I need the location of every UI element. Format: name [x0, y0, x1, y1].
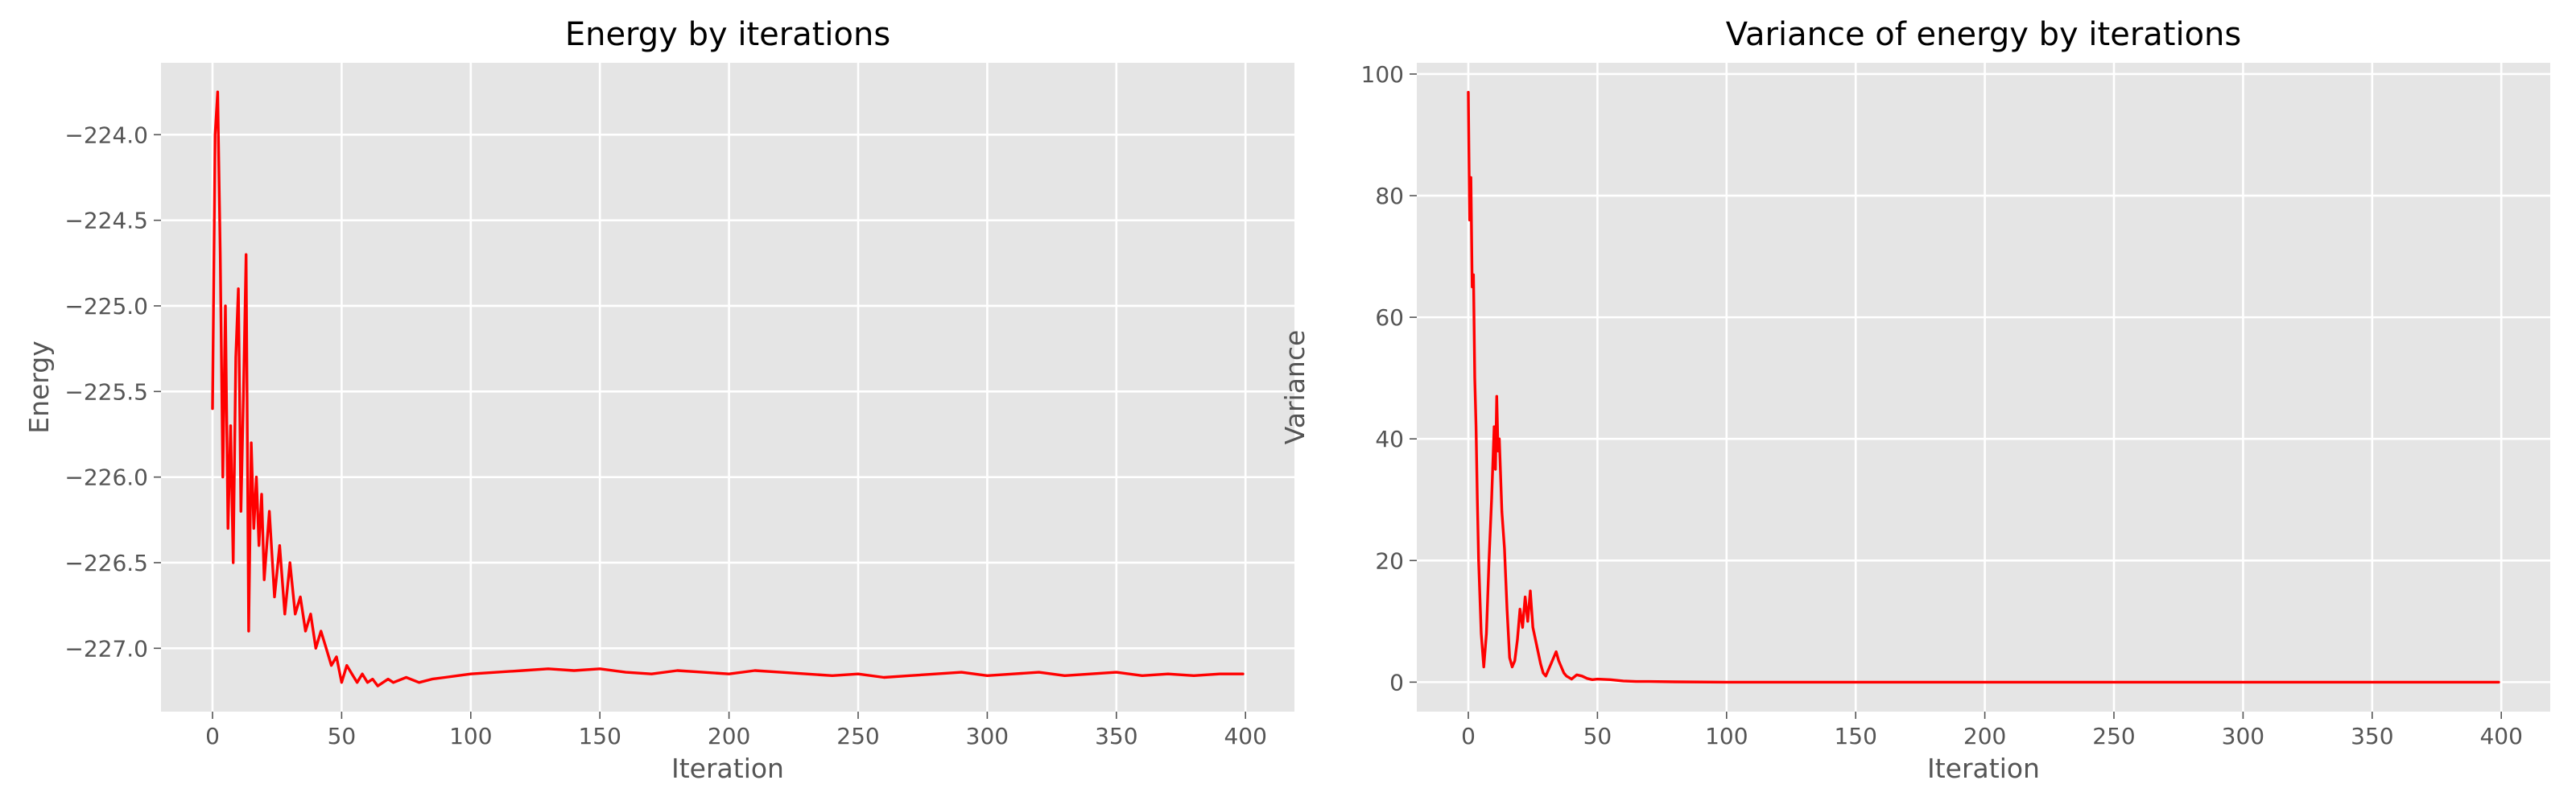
variance-chart: 0 50 100 150 200 250 300 350 400 0 20 40 60 80 100 Vari… — [1279, 16, 2550, 784]
energy-y-tick-label: −226.5 — [64, 550, 148, 576]
variance-x-tick-label: 200 — [1963, 723, 2006, 749]
energy-chart-title: Energy by iterations — [565, 16, 890, 53]
variance-x-tick-label: 100 — [1705, 723, 1748, 749]
energy-x-tick-label: 100 — [449, 723, 492, 749]
variance-y-tick-label: 80 — [1375, 183, 1404, 209]
variance-x-tick-label: 250 — [2092, 723, 2135, 749]
energy-y-tick-label: −226.0 — [64, 464, 148, 491]
energy-y-tick-label: −224.5 — [64, 208, 148, 234]
energy-y-axis-label: Energy — [23, 341, 55, 434]
variance-y-tick-label: 40 — [1375, 426, 1404, 452]
energy-x-tick-label: 250 — [836, 723, 879, 749]
energy-x-tick-label: 0 — [205, 723, 220, 749]
energy-x-tick-label: 150 — [578, 723, 621, 749]
energy-x-tick-label: 50 — [328, 723, 357, 749]
variance-x-tick-label: 0 — [1461, 723, 1476, 749]
energy-x-axis-label: Iteration — [671, 753, 784, 784]
energy-plot-area — [161, 63, 1294, 712]
variance-x-tick-label: 50 — [1583, 723, 1612, 749]
energy-x-tick-label: 200 — [708, 723, 750, 749]
energy-x-tick-label: 350 — [1095, 723, 1137, 749]
energy-x-tick-label: 400 — [1224, 723, 1266, 749]
variance-x-axis-label: Iteration — [1927, 753, 2040, 784]
energy-y-tick-label: −224.0 — [64, 122, 148, 148]
variance-series-line — [1467, 90, 2500, 684]
variance-x-tick-label: 350 — [2351, 723, 2393, 749]
variance-y-axis-label: Variance — [1279, 330, 1311, 445]
variance-y-tick-label: 0 — [1389, 669, 1404, 696]
variance-plot-area — [1417, 63, 2550, 712]
variance-y-tick-label: 60 — [1375, 304, 1404, 331]
variance-x-tick-label: 400 — [2479, 723, 2522, 749]
energy-x-tick-label: 300 — [966, 723, 1009, 749]
variance-y-tick-label: 20 — [1375, 547, 1404, 574]
energy-y-tick-label: −225.0 — [64, 293, 148, 320]
energy-series-line — [211, 90, 1245, 687]
variance-x-tick-label: 150 — [1834, 723, 1876, 749]
variance-x-tick-label: 300 — [2222, 723, 2264, 749]
energy-y-tick-label: −227.0 — [64, 635, 148, 662]
variance-y-tick-label: 100 — [1361, 61, 1404, 88]
energy-chart: 0 50 100 150 200 250 300 350 400 −224.0 −224.5 −225… — [23, 16, 1294, 784]
variance-chart-title: Variance of energy by iterations — [1726, 16, 2241, 53]
energy-y-tick-label: −225.5 — [64, 378, 148, 405]
